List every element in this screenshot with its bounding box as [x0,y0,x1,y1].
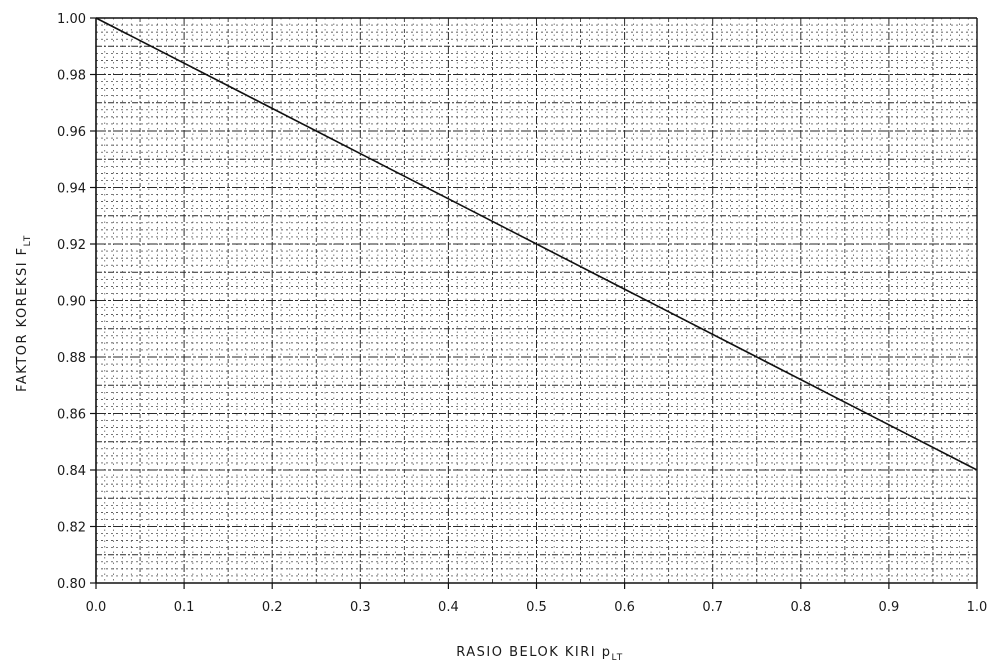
y-tick-label: 0.98 [57,69,86,84]
y-tick-label: 0.82 [57,521,86,536]
x-tick-label: 0.3 [350,600,371,615]
y-tick-label: 0.88 [57,351,86,366]
x-tick-label: 0.5 [526,600,547,615]
x-axis-ticks: 0.0 0.1 0.2 0.3 0.4 0.5 0.6 0.7 0.8 0.9 1.0 [86,583,988,615]
grid-lines [96,18,977,583]
y-tick-label: 0.80 [57,577,86,592]
x-tick-label: 0.7 [702,600,723,615]
y-axis-ticks: 0.80 0.82 0.84 0.86 0.88 0.90 0.92 0.94 0.96 0.98… [57,12,96,592]
x-tick-label: 0.8 [790,600,811,615]
y-tick-label: 0.86 [57,408,86,423]
y-tick-label: 1.00 [57,12,86,27]
data-series [95,17,978,471]
x-tick-label: 0.4 [438,600,459,615]
x-tick-label: 0.0 [86,600,107,615]
series-line [95,17,978,471]
x-tick-label: 0.6 [614,600,635,615]
y-tick-label: 0.96 [57,125,86,140]
x-tick-label: 0.1 [174,600,195,615]
x-tick-label: 0.2 [262,600,283,615]
y-tick-label: 0.94 [57,182,86,197]
x-tick-label: 1.0 [967,600,988,615]
y-tick-label: 0.84 [57,464,86,479]
y-axis-title: FAKTOR KOREKSI FLT [15,234,33,392]
x-axis-title: RASIO BELOK KIRI pLT [456,645,624,663]
x-tick-label: 0.9 [879,600,900,615]
y-tick-label: 0.92 [57,238,86,253]
y-tick-label: 0.90 [57,295,86,310]
